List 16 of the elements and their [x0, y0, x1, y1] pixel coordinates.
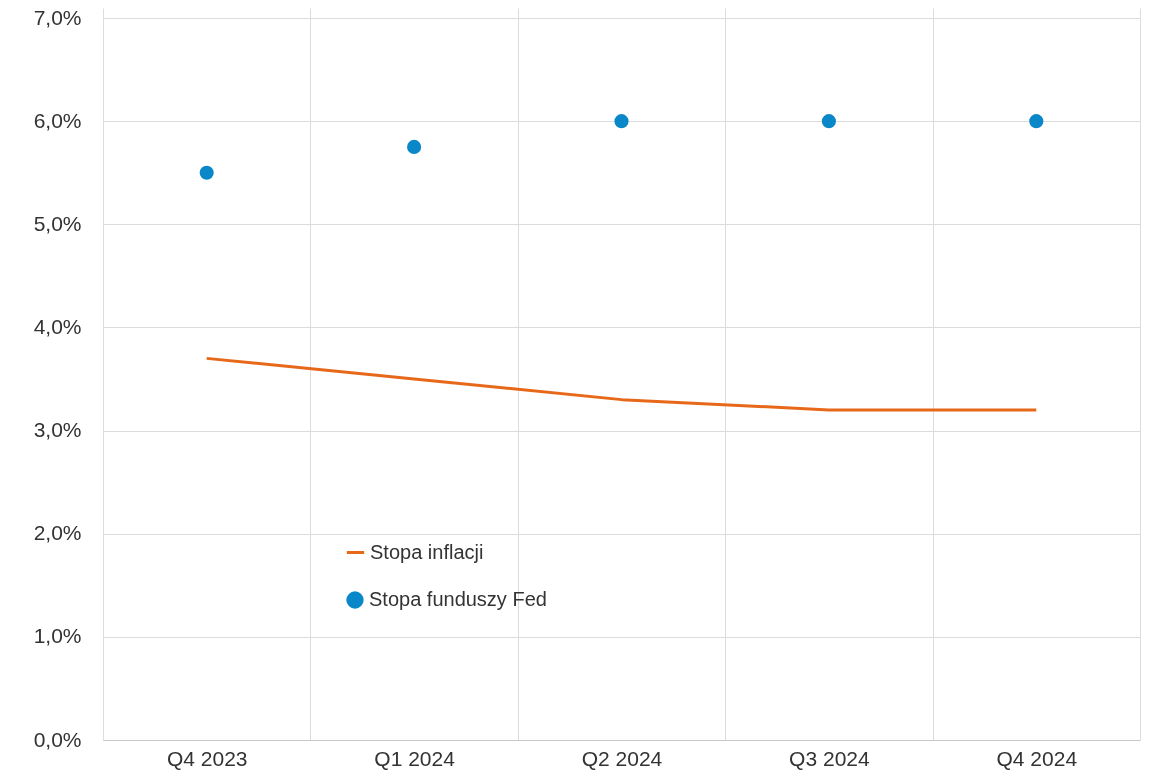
y-tick-label: 3,0%: [33, 418, 82, 442]
line-series: [205, 356, 1038, 412]
y-tick-label: 6,0%: [33, 108, 82, 132]
y-tick-label: 5,0%: [33, 211, 82, 235]
x-tick-label: Q4 2023: [166, 746, 248, 770]
y-tick-label: 4,0%: [33, 314, 82, 338]
legend-label: Stopa inflacji: [370, 540, 484, 563]
y-tick-label: 2,0%: [33, 521, 82, 545]
x-tick-label: Q3 2024: [789, 746, 870, 770]
y-tick-label: 0,0%: [33, 727, 82, 751]
y-tick-label: 7,0%: [33, 5, 82, 29]
x-tick-label: Q4 2024: [996, 746, 1078, 770]
legend-label: Stopa funduszy Fed: [369, 588, 547, 610]
y-tick-label: 1,0%: [33, 624, 82, 648]
x-tick-label: Q1 2024: [374, 746, 456, 770]
x-tick-label: Q2 2024: [581, 746, 663, 770]
